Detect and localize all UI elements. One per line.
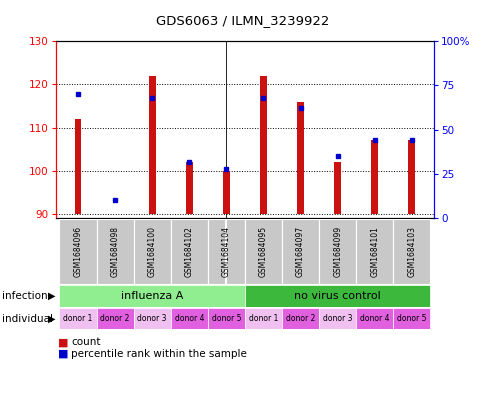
- Text: GDS6063 / ILMN_3239922: GDS6063 / ILMN_3239922: [155, 14, 329, 27]
- FancyBboxPatch shape: [170, 219, 208, 284]
- Text: GSM1684097: GSM1684097: [295, 226, 304, 277]
- FancyBboxPatch shape: [244, 285, 429, 307]
- Text: donor 2: donor 2: [100, 314, 130, 323]
- FancyBboxPatch shape: [318, 219, 355, 284]
- Text: GSM1684102: GSM1684102: [184, 226, 194, 277]
- FancyBboxPatch shape: [281, 308, 318, 329]
- FancyBboxPatch shape: [170, 308, 208, 329]
- FancyBboxPatch shape: [318, 308, 355, 329]
- Text: influenza A: influenza A: [121, 291, 183, 301]
- Text: GSM1684100: GSM1684100: [148, 226, 156, 277]
- Text: GSM1684101: GSM1684101: [369, 226, 378, 277]
- Text: GSM1684103: GSM1684103: [407, 226, 415, 277]
- FancyBboxPatch shape: [60, 308, 96, 329]
- FancyBboxPatch shape: [393, 219, 429, 284]
- Bar: [371, 140, 378, 214]
- FancyBboxPatch shape: [134, 219, 170, 284]
- Text: individual: individual: [2, 314, 53, 323]
- Text: donor 4: donor 4: [359, 314, 389, 323]
- Text: donor 5: donor 5: [211, 314, 241, 323]
- Bar: [333, 162, 340, 214]
- Text: donor 5: donor 5: [396, 314, 426, 323]
- Text: donor 4: donor 4: [174, 314, 204, 323]
- Text: ▶: ▶: [47, 314, 55, 323]
- Bar: [185, 162, 192, 214]
- Text: ▶: ▶: [47, 291, 55, 301]
- Text: donor 1: donor 1: [63, 314, 92, 323]
- FancyBboxPatch shape: [208, 308, 244, 329]
- Text: donor 3: donor 3: [137, 314, 166, 323]
- FancyBboxPatch shape: [208, 219, 244, 284]
- FancyBboxPatch shape: [60, 285, 244, 307]
- Text: percentile rank within the sample: percentile rank within the sample: [71, 349, 247, 359]
- FancyBboxPatch shape: [244, 308, 281, 329]
- Text: GSM1684098: GSM1684098: [110, 226, 120, 277]
- Text: GSM1684104: GSM1684104: [221, 226, 230, 277]
- FancyBboxPatch shape: [244, 219, 281, 284]
- FancyBboxPatch shape: [96, 219, 134, 284]
- Text: donor 1: donor 1: [248, 314, 278, 323]
- Text: GSM1684096: GSM1684096: [74, 226, 82, 277]
- Text: GSM1684095: GSM1684095: [258, 226, 268, 277]
- FancyBboxPatch shape: [96, 308, 134, 329]
- Text: donor 3: donor 3: [322, 314, 352, 323]
- FancyBboxPatch shape: [355, 308, 393, 329]
- Bar: [223, 171, 229, 214]
- Bar: [259, 76, 266, 214]
- Bar: [75, 119, 81, 214]
- FancyBboxPatch shape: [355, 219, 393, 284]
- Text: ■: ■: [58, 337, 69, 347]
- Text: donor 2: donor 2: [285, 314, 315, 323]
- FancyBboxPatch shape: [281, 219, 318, 284]
- Text: count: count: [71, 337, 101, 347]
- Text: infection: infection: [2, 291, 48, 301]
- FancyBboxPatch shape: [134, 308, 170, 329]
- Bar: [149, 76, 155, 214]
- FancyBboxPatch shape: [393, 308, 429, 329]
- Text: no virus control: no virus control: [294, 291, 380, 301]
- Bar: [297, 102, 303, 214]
- FancyBboxPatch shape: [60, 219, 96, 284]
- Bar: [408, 140, 414, 214]
- Text: ■: ■: [58, 349, 69, 359]
- Text: GSM1684099: GSM1684099: [333, 226, 341, 277]
